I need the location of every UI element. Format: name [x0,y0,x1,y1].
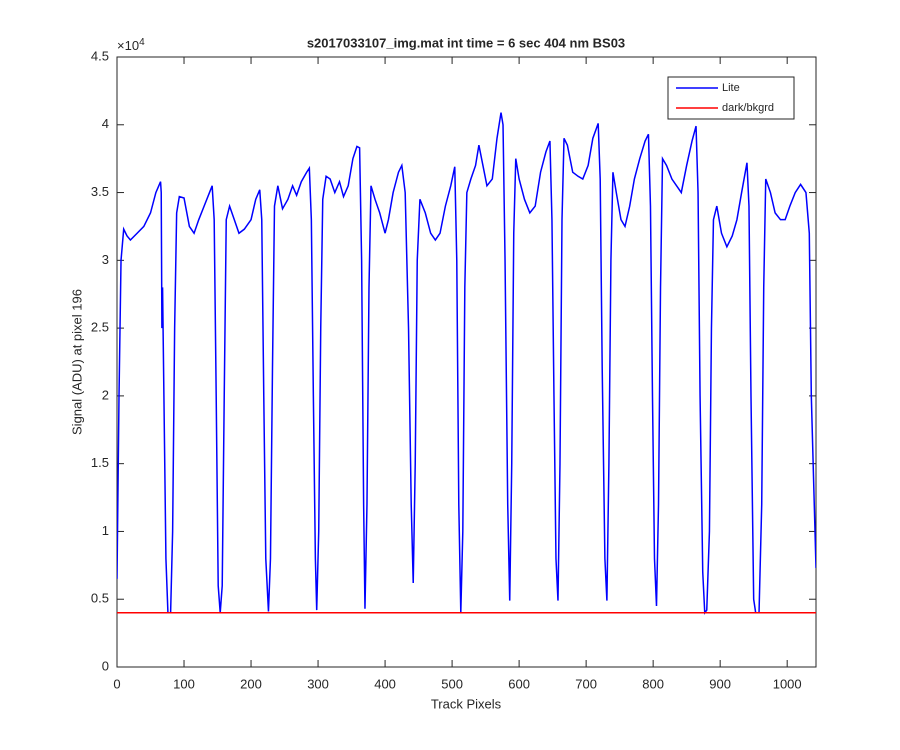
y-multiplier: ×104 [117,37,145,54]
x-tick-label: 500 [441,676,463,691]
x-tick-label: 800 [642,676,664,691]
legend-label: dark/bkgrd [722,102,774,114]
x-tick-label: 1000 [773,676,802,691]
y-tick-label: 2.5 [91,320,109,335]
chart-title: s2017033107_img.mat int time = 6 sec 404… [307,35,625,50]
y-tick-label: 0 [102,658,109,673]
y-tick-label: 1 [102,523,109,538]
x-tick-label: 0 [113,676,120,691]
x-tick-label: 200 [240,676,262,691]
y-tick-label: 3 [102,252,109,267]
x-axis-label: Track Pixels [431,696,502,711]
y-tick-label: 3.5 [91,184,109,199]
x-tick-label: 300 [307,676,329,691]
y-tick-label: 2 [102,387,109,402]
series-line [117,112,816,615]
y-axis-label: Signal (ADU) at pixel 196 [69,289,84,435]
x-tick-label: 700 [575,676,597,691]
x-tick-label: 400 [374,676,396,691]
legend-label: Lite [722,82,740,94]
multiplier-power: 4 [139,37,145,48]
multiplier-base: ×10 [117,38,139,53]
y-tick-label: 4 [102,116,109,131]
y-tick-label: 1.5 [91,455,109,470]
x-tick-label: 100 [173,676,195,691]
x-tick-label: 900 [709,676,731,691]
y-tick-label: 0.5 [91,591,109,606]
x-tick-label: 600 [508,676,530,691]
legend-box [667,76,795,120]
y-tick-label: 4.5 [91,48,109,63]
